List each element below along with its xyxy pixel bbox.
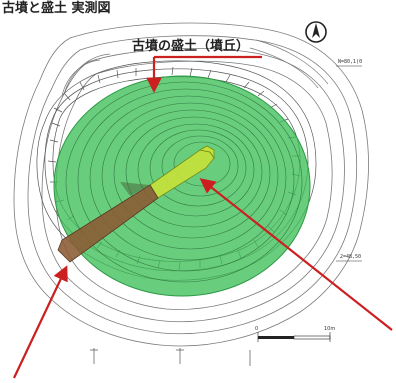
north-arrow-icon — [305, 21, 327, 43]
passage-arrow — [13, 265, 68, 379]
west-slope-contours — [61, 39, 329, 97]
passage-corridor — [57, 184, 159, 263]
page-title: 古墳と盛土 実測図 — [2, 0, 111, 16]
chamber-arrow — [199, 178, 393, 331]
passage-shadow — [120, 182, 150, 196]
mound-label: 古墳の盛土（墳丘） — [132, 38, 249, 54]
scale-bar: 0 10m — [255, 326, 335, 342]
survey-marks — [90, 348, 251, 366]
scale-label-end: 10m — [324, 326, 335, 332]
chamber-head — [198, 145, 215, 160]
mound-contours — [65, 81, 303, 283]
grid-label-north: N=80,1(0 — [338, 59, 362, 65]
scale-label-start: 0 — [255, 326, 258, 332]
grid-label-east: 2=48,50 — [340, 254, 361, 260]
mound-area — [53, 75, 311, 297]
